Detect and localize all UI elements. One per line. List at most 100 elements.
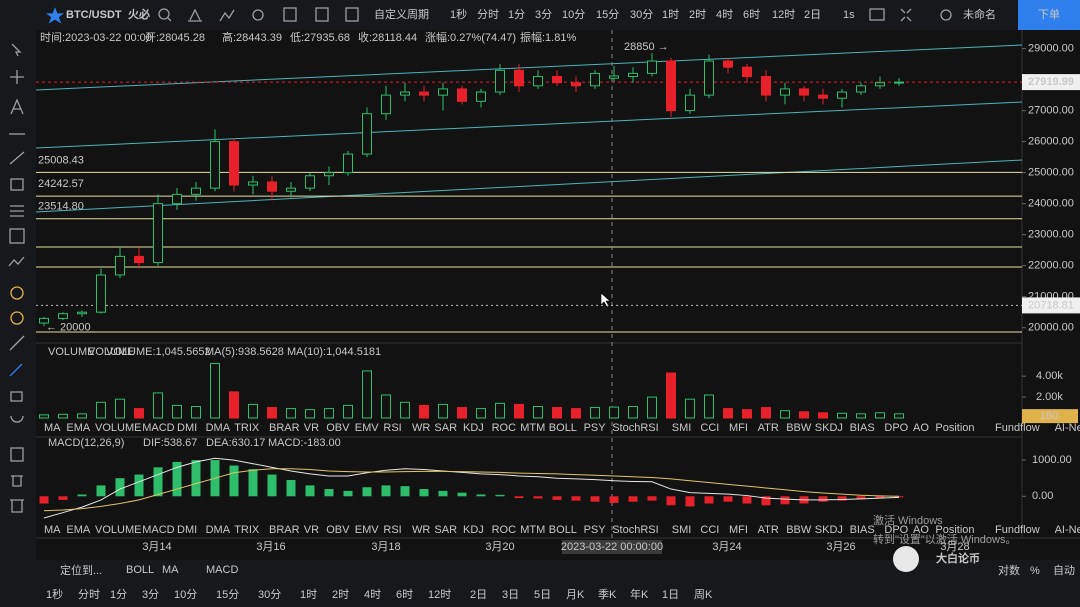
bottom-period[interactable]: 分时: [78, 588, 100, 601]
interval[interactable]: 1s: [843, 9, 855, 21]
indicator-tab[interactable]: OBV: [326, 422, 350, 434]
indicator-tab[interactable]: AI-NetVOL: [1055, 422, 1080, 434]
scale-option[interactable]: %: [1030, 565, 1040, 577]
bottom-period[interactable]: 12时: [428, 588, 451, 601]
period-button[interactable]: 2时: [689, 8, 706, 21]
indicator-tab[interactable]: CCI: [700, 422, 719, 434]
indicator-tab[interactable]: Fundflow: [995, 524, 1040, 536]
period-button[interactable]: 1分: [508, 8, 525, 21]
indicator-tab[interactable]: SKDJ: [815, 524, 843, 536]
drawing-tools[interactable]: [8, 43, 25, 513]
bottom-period[interactable]: 1时: [300, 588, 317, 601]
indicator-tab[interactable]: BRAR: [269, 422, 300, 434]
indicator-tab[interactable]: MFI: [729, 422, 748, 434]
indicator-tab[interactable]: WR: [412, 422, 430, 434]
period-button[interactable]: 10分: [562, 8, 585, 21]
indicator-tab[interactable]: ROC: [492, 422, 516, 434]
indicator-tab[interactable]: BOLL: [549, 422, 577, 434]
indicator-tab[interactable]: SAR: [434, 422, 457, 434]
indicator-tab[interactable]: VOLUME: [95, 422, 141, 434]
indicator-tab[interactable]: DMI: [177, 422, 197, 434]
indicator-tab[interactable]: ATR: [758, 422, 779, 434]
indicator-tab[interactable]: SMI: [672, 422, 692, 434]
bottom-period[interactable]: 季K: [598, 588, 617, 601]
period-button[interactable]: 15分: [596, 8, 619, 21]
indicator-tab[interactable]: EMA: [66, 422, 91, 434]
indicator-tab[interactable]: MTM: [520, 422, 545, 434]
indicator-tab[interactable]: BOLL: [549, 524, 577, 536]
period-button[interactable]: 12时: [772, 8, 795, 21]
top-icons[interactable]: [46, 7, 952, 24]
layout-name[interactable]: 未命名: [963, 7, 996, 21]
indicator-tab[interactable]: WR: [412, 524, 430, 536]
bottom-period[interactable]: 2日: [470, 589, 487, 601]
indicator-tab[interactable]: Position: [935, 524, 974, 536]
symbol[interactable]: BTC/USDT: [66, 9, 122, 21]
indicator-tab[interactable]: DMA: [206, 524, 231, 536]
indicator-tab[interactable]: RSI: [383, 524, 401, 536]
indicator-tab[interactable]: CCI: [700, 524, 719, 536]
period-button[interactable]: 6时: [743, 8, 760, 21]
bottom-period[interactable]: 2时: [332, 588, 349, 601]
bottom-period[interactable]: 10分: [174, 588, 197, 601]
indicator-tab[interactable]: DMI: [177, 524, 197, 536]
indicator-tab[interactable]: DPO: [884, 422, 908, 434]
period-button[interactable]: 2日: [804, 9, 821, 21]
indicator-tab[interactable]: TRIX: [234, 422, 260, 434]
bottom-period[interactable]: 月K: [566, 589, 585, 601]
indicator-tab[interactable]: AO: [913, 524, 929, 536]
indicator-tab[interactable]: TRIX: [234, 524, 260, 536]
indicator-tab[interactable]: ROC: [492, 524, 516, 536]
indicator-tab[interactable]: SKDJ: [815, 422, 843, 434]
bottom-period[interactable]: 周K: [694, 588, 713, 601]
indicator-tab[interactable]: MA: [44, 422, 61, 434]
indicator-tab[interactable]: KDJ: [463, 422, 484, 434]
indicator-tab[interactable]: MA: [44, 524, 61, 536]
bottom-period[interactable]: 年K: [630, 587, 649, 601]
indicator-tab[interactable]: StochRSI: [612, 422, 658, 434]
indicator-tab[interactable]: MACD: [206, 564, 238, 576]
bottom-period[interactable]: 6时: [396, 588, 413, 601]
indicator-tab[interactable]: MFI: [729, 524, 748, 536]
indicator-tab[interactable]: PSY: [584, 524, 607, 536]
indicator-tab[interactable]: PSY: [584, 422, 607, 434]
indicator-tab[interactable]: MACD: [142, 524, 174, 536]
period-button[interactable]: 30分: [630, 8, 653, 21]
indicator-tab[interactable]: VOLUME: [95, 524, 141, 536]
overlay-tab[interactable]: MA: [162, 564, 179, 576]
indicator-tab[interactable]: BRAR: [269, 524, 300, 536]
indicator-tab[interactable]: Position: [935, 422, 974, 434]
bottom-period[interactable]: 3分: [142, 588, 159, 601]
bottom-period[interactable]: 1分: [110, 588, 127, 601]
bottom-period[interactable]: 1日: [662, 589, 679, 601]
custom-period[interactable]: 自定义周期: [374, 7, 429, 21]
indicator-tab[interactable]: DPO: [884, 524, 908, 536]
bottom-period[interactable]: 15分: [216, 588, 239, 601]
period-button[interactable]: 1秒: [450, 7, 467, 21]
indicator-tab[interactable]: BIAS: [850, 422, 875, 434]
locate-button[interactable]: 定位到...: [60, 563, 102, 577]
bottom-period[interactable]: 3日: [502, 589, 519, 601]
indicator-tab[interactable]: VR: [304, 422, 319, 434]
indicator-tab[interactable]: RSI: [383, 422, 401, 434]
overlay-tab[interactable]: BOLL: [126, 564, 154, 576]
auto-scale[interactable]: 自动: [1053, 564, 1075, 577]
indicator-tab[interactable]: BBW: [786, 524, 812, 536]
bottom-period[interactable]: 5日: [534, 589, 551, 601]
order-button-bg[interactable]: [1018, 0, 1080, 30]
indicator-tab[interactable]: EMA: [66, 524, 91, 536]
indicator-tab[interactable]: SAR: [434, 524, 457, 536]
period-button[interactable]: 1时: [662, 8, 679, 21]
bottom-period[interactable]: 30分: [258, 588, 281, 601]
indicator-tab[interactable]: DMA: [206, 422, 231, 434]
indicator-tab[interactable]: BIAS: [850, 524, 875, 536]
indicator-tab[interactable]: AO: [913, 422, 929, 434]
indicator-tab[interactable]: OBV: [326, 524, 350, 536]
indicator-tab[interactable]: Fundflow: [995, 422, 1040, 434]
indicator-tab[interactable]: StochRSI: [612, 524, 658, 536]
indicator-tab[interactable]: MACD: [142, 422, 174, 434]
order-button[interactable]: 下单: [1038, 8, 1060, 21]
period-button[interactable]: 分时: [477, 8, 499, 21]
indicator-tab[interactable]: MTM: [520, 524, 545, 536]
indicator-tab[interactable]: BBW: [786, 422, 812, 434]
